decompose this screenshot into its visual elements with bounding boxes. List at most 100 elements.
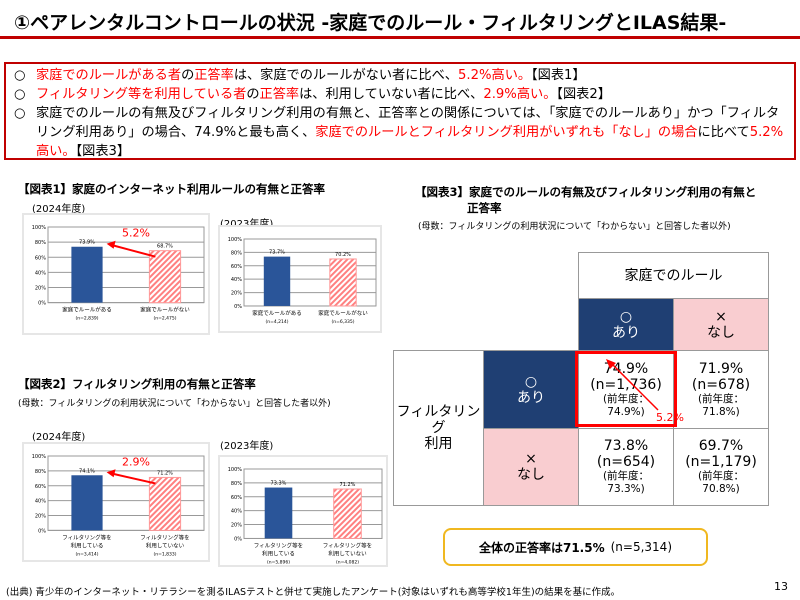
summary-segment: 正答率 — [259, 87, 300, 102]
y-tick-label: 0% — [234, 536, 242, 542]
diff-label: 5.2% — [122, 227, 150, 240]
category-label: (n=5,896) — [267, 559, 290, 565]
category-label: (n=4,214) — [265, 319, 288, 325]
category-label: (n=4,082) — [336, 559, 359, 565]
y-tick-label: 40% — [35, 270, 46, 276]
cell-prev: (前年度： 73.3%) — [602, 470, 650, 495]
page-number: 13 — [774, 580, 788, 593]
cell-value: 69.7% — [698, 438, 744, 454]
fig3-title: 【図表3】家庭でのルールの有無及びフィルタリング利用の有無と — [415, 185, 757, 199]
summary-segment: 5.2%高い。 — [36, 125, 784, 159]
cell-prev: (前年度： 70.8%) — [697, 470, 745, 495]
col-yes: ○ あり — [578, 298, 674, 351]
y-tick-label: 20% — [231, 291, 242, 297]
data-label: 73.7% — [269, 250, 285, 256]
arrow-head — [106, 469, 116, 478]
summary-segment: の — [181, 68, 195, 83]
summary-text: フィルタリング等を利用している者の正答率は、利用していない者に比べ、2.9%高い… — [36, 85, 611, 104]
summary-segment: 5.2%高い。 — [458, 68, 532, 83]
category-label: 利用している — [71, 541, 104, 549]
bar — [148, 250, 182, 304]
overall-label: 全体の正答率は71.5% — [478, 540, 605, 555]
col-header-label: 家庭でのルール — [624, 267, 723, 284]
diff-label: 2.9% — [122, 455, 150, 468]
summary-segment: 家庭でのルールとフィルタリング利用がいずれも「なし」の場合 — [315, 125, 698, 140]
cell-value: 74.9% — [603, 360, 649, 377]
bullet: ○ — [14, 106, 26, 121]
summary-segment: 家庭でのルールがある者 — [36, 68, 182, 83]
summary-box: ○ 家庭でのルールがある者の正答率は、家庭でのルールがない者に比べ、5.2%高い。… — [4, 62, 796, 160]
category-label: 家庭でルールがない — [140, 306, 190, 314]
y-tick-label: 80% — [35, 469, 46, 475]
bar — [148, 476, 182, 531]
y-tick-label: 80% — [231, 250, 242, 256]
bullet: ○ — [14, 87, 26, 102]
cell-value: 71.9% — [698, 360, 744, 377]
bar-chart: 0% 20% 40% 60% 80% 100% 74.1% フィルタリング等を利用している (n… — [22, 442, 210, 562]
bar — [71, 475, 103, 531]
fig3-diff: 5.2% — [656, 411, 684, 424]
diff-arrow — [110, 243, 156, 258]
y-tick-label: 60% — [35, 484, 46, 490]
bullet: ○ — [14, 68, 26, 83]
summary-segment: 正答率 — [194, 68, 234, 83]
fig3-arrow — [606, 359, 659, 411]
category-label: 利用していない — [146, 541, 185, 549]
category-label: フィルタリング等を — [254, 541, 303, 549]
bar — [329, 258, 357, 307]
chart-year: (2024年度) — [32, 204, 86, 215]
y-tick-label: 100% — [32, 225, 47, 231]
cell-yes-no: 71.9% (n=678) (前年度： 71.8%) — [673, 350, 769, 429]
highlight-box — [575, 351, 677, 427]
category-label: (n=2,839) — [75, 316, 98, 322]
title-underline — [0, 36, 800, 39]
summary-segment: 家庭でのルールの有無及びフィルタリング利用の有無と、正答率との関係については、「… — [36, 106, 780, 140]
y-tick-label: 100% — [228, 467, 243, 473]
row-header: フィルタリング 利用 — [393, 350, 484, 506]
y-tick-label: 40% — [231, 509, 242, 515]
bar-chart: 0% 20% 40% 60% 80% 100% 73.9% 家庭でルールがある (n=2,839… — [22, 213, 210, 335]
col-no: × なし — [673, 298, 769, 351]
y-tick-label: 60% — [35, 255, 46, 261]
data-label: 71.2% — [157, 470, 173, 476]
summary-segment: に比べて — [697, 125, 750, 140]
bar-chart: 0% 20% 40% 60% 80% 100% 73.3% フィルタリング等を利用している (n… — [218, 455, 388, 567]
overall-n: (n=5,314) — [610, 540, 673, 554]
y-tick-label: 0% — [234, 304, 242, 310]
cell-n: (n=654) — [596, 454, 656, 470]
summary-segment: の — [246, 87, 260, 102]
chart-year: (2024年度) — [32, 432, 86, 443]
arrow-head — [106, 240, 116, 249]
data-label: 71.2% — [340, 482, 356, 488]
category-label: (n=1,833) — [153, 551, 176, 557]
summary-segment: 2.9%高い。 — [483, 87, 557, 102]
bar — [264, 487, 293, 539]
category-label: 家庭でルールがある — [62, 306, 112, 314]
row-yes: ○ あり — [483, 350, 579, 429]
y-tick-label: 40% — [231, 277, 242, 283]
data-label: 70.2% — [335, 252, 351, 258]
summary-line: ○ フィルタリング等を利用している者の正答率は、利用していない者に比べ、2.9%高… — [14, 85, 786, 104]
fig3-subtitle: (母数：フィルタリングの利用状況について「わからない」と回答した者以外) — [418, 222, 731, 232]
category-label: 利用している — [262, 549, 295, 557]
data-label: 74.1% — [79, 468, 95, 474]
y-tick-label: 20% — [35, 514, 46, 520]
cell-no-no: 69.7% (n=1,179) (前年度： 70.8%) — [673, 428, 769, 506]
fig3-title-2: 正答率 — [467, 201, 502, 215]
bar-chart: 0% 20% 40% 60% 80% 100% 73.7% 家庭でルールがある (n=4,214… — [218, 225, 382, 333]
y-tick-label: 80% — [35, 240, 46, 246]
category-label: (n=3,414) — [75, 551, 98, 557]
summary-line: ○ 家庭でのルールの有無及びフィルタリング利用の有無と、正答率との関係については、… — [14, 104, 786, 161]
category-label: フィルタリング等を — [62, 533, 111, 541]
cell-n: (n=1,179) — [685, 454, 757, 470]
summary-segment: 【図表3】 — [75, 144, 131, 159]
summary-text: 家庭でのルールの有無及びフィルタリング利用の有無と、正答率との関係については、「… — [36, 104, 786, 161]
col-header: 家庭でのルール — [578, 252, 769, 299]
y-tick-label: 60% — [231, 495, 242, 501]
data-label: 73.3% — [271, 481, 287, 487]
bar — [263, 256, 291, 306]
y-tick-label: 80% — [231, 481, 242, 487]
bar — [71, 246, 103, 303]
summary-text: 家庭でのルールがある者の正答率は、家庭でのルールがない者に比べ、5.2%高い。【… — [36, 66, 586, 85]
category-label: 利用していない — [328, 549, 367, 557]
